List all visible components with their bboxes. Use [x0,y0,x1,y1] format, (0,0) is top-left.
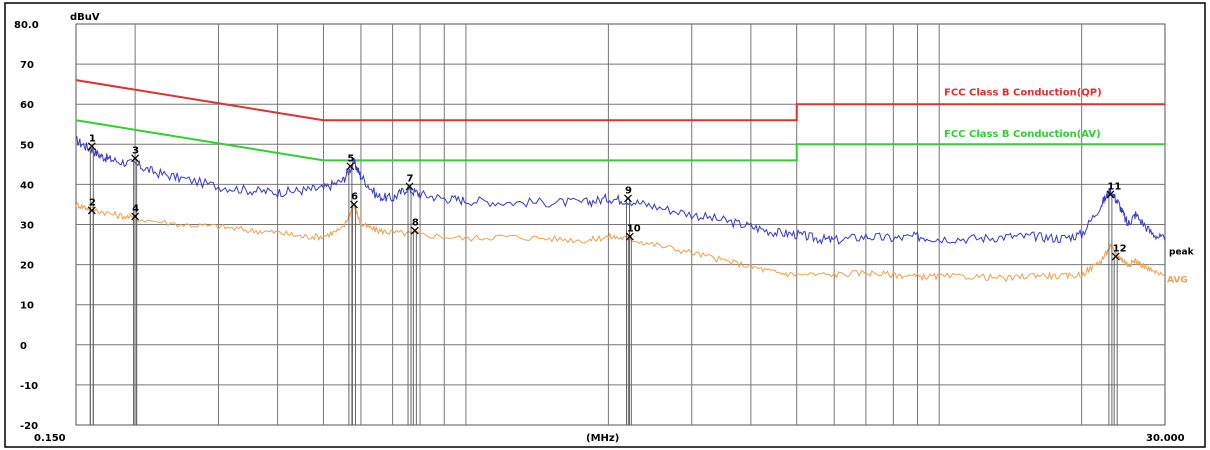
marker-label: 7 [407,173,414,184]
y-tick-label-top: 80.0 [14,20,39,31]
label-group: FCC Class B Conduction(QP) FCC Class B Co… [944,87,1195,285]
x-tick-label-start: 0.150 [34,433,66,444]
y-tick-label: 40 [20,180,34,191]
marker-label: 12 [1113,244,1127,255]
y-tick-label: 0 [20,341,27,352]
marker-label: 1 [89,133,96,144]
y-tick-label: -20 [20,421,38,432]
marker-x-icon [131,212,140,221]
limit-line-qp [75,79,1165,122]
y-tick-label: 20 [20,261,34,272]
marker-label: 6 [351,191,358,202]
marker-label: 4 [132,203,139,214]
x-tick-label-end: 30.000 [1146,433,1185,444]
grid [75,23,1166,426]
marker-label: 8 [412,218,419,229]
marker-x-icon [87,142,96,151]
y-tick-label: 50 [20,140,34,151]
limit-lines [75,79,1165,162]
marker-x-icon [405,182,414,191]
y-tick-label: -10 [20,381,38,392]
trace-label-avg: AVG [1167,276,1188,286]
marker-label: 9 [625,185,632,196]
marker-label: 3 [132,145,139,156]
marker-x-icon [131,154,140,163]
marker-x-icon [350,200,358,209]
marker-label: 10 [627,224,641,235]
y-tick-label: 30 [20,221,34,232]
series-line-avg [75,201,1166,283]
marker-x-icon [624,194,632,203]
y-tick-label: 70 [20,60,34,71]
marker-x-icon [87,206,96,215]
y-unit-label: dBuV [70,12,100,23]
limit-label-qp: FCC Class B Conduction(QP) [944,87,1102,98]
marker-x-icon [346,162,355,171]
y-tick-label: 10 [20,301,34,312]
limit-line-av [75,119,1165,162]
y-tick-label: 60 [20,100,34,111]
marker-x-icon [1106,190,1115,199]
trace-label-peak: peak [1169,248,1195,258]
x-tick-labels: 0.150 30.000 (MHz) [34,433,1185,444]
marker-x-icon [1111,252,1120,261]
marker-label: 2 [89,197,96,208]
marker-x-icon [410,226,419,235]
marker-label: 11 [1107,181,1121,192]
series-line-peak [75,136,1166,246]
limit-label-av: FCC Class B Conduction(AV) [944,129,1101,140]
chart-frame [4,2,1206,448]
x-unit-label: (MHz) [586,433,619,444]
y-tick-labels: -20 -10 0 10 20 30 40 50 60 70 80.0 dBuV [14,12,100,432]
marker-x-icon [625,232,634,241]
marker-label: 5 [347,153,354,164]
series-lines [75,136,1166,283]
